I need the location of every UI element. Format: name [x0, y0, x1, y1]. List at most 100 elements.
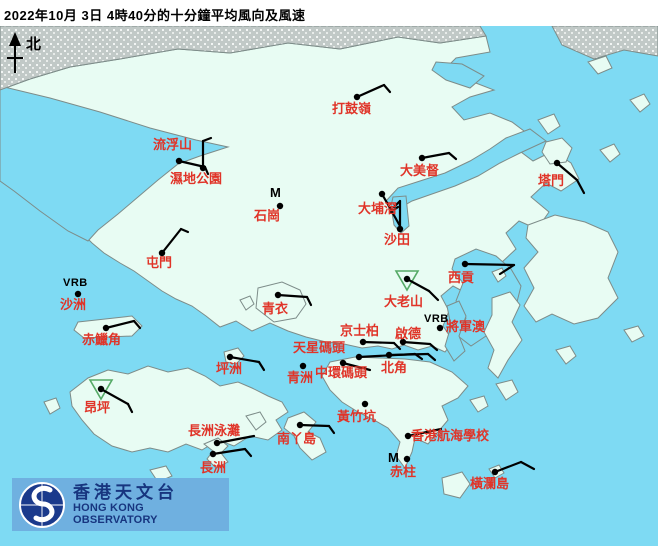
- station-label-hk-sea-school[interactable]: 香港航海學校: [411, 428, 490, 443]
- wind-barb-tuen-mun: [179, 227, 190, 234]
- station-label-cheung-chau-beach[interactable]: 長洲泳灘: [188, 423, 241, 438]
- station-dot-lamma-island: [296, 421, 304, 429]
- station-label-ngong-ping[interactable]: 昂坪: [84, 400, 111, 415]
- urban-shenzhen: [0, 25, 487, 91]
- maintenance-marker-shek-kong: M: [270, 185, 281, 200]
- station-dot-peng-chau: [226, 353, 234, 361]
- station-label-wong-chuk-hang[interactable]: 黃竹坑: [337, 409, 377, 424]
- wind-barb-ta-kwu-ling: [355, 83, 386, 99]
- station-label-central-pier[interactable]: 中環碼頭: [315, 365, 368, 380]
- north-label: 北: [26, 36, 42, 53]
- wind-barb-ngong-ping: [99, 387, 130, 406]
- wind-barb-peng-chau: [257, 360, 266, 372]
- land-hong-kong-island: [321, 356, 469, 469]
- wind-barb-tai-mei-tuk: [447, 151, 458, 161]
- wind-barb-tap-mun: [575, 178, 586, 195]
- station-label-north-point[interactable]: 北角: [381, 360, 408, 375]
- station-dot-tuen-mun: [158, 249, 166, 257]
- station-label-sha-chau[interactable]: 沙洲: [60, 297, 87, 312]
- station-label-tap-mun[interactable]: 塔門: [538, 173, 565, 188]
- station-dot-waglan-island: [491, 468, 499, 476]
- land-clear-water-bay: [483, 291, 523, 379]
- station-dot-tap-mun: [553, 159, 561, 167]
- wind-barb-peng-chau: [228, 355, 261, 364]
- station-label-tuen-mun[interactable]: 屯門: [146, 255, 173, 270]
- station-label-lamma-island[interactable]: 南丫島: [277, 431, 317, 446]
- station-label-peng-chau[interactable]: 坪洲: [216, 361, 243, 376]
- wind-barb-waglan-island: [519, 460, 536, 471]
- station-label-shek-kong[interactable]: 石崗: [254, 208, 281, 223]
- wind-barb-central-pier: [341, 361, 372, 372]
- wind-barb-cheung-chau: [211, 447, 247, 456]
- station-dot-stanley: [403, 455, 411, 463]
- wind-barb-hk-sea-school: [406, 427, 443, 438]
- hko-logo-text: 香港天文台 HONG KONG OBSERVATORY: [73, 483, 229, 526]
- station-label-sha-tin[interactable]: 沙田: [384, 232, 411, 247]
- station-label-tai-po-kau[interactable]: 大埔滘: [358, 201, 398, 216]
- station-dot-ngong-ping: [97, 385, 105, 393]
- wind-barb-north-point: [387, 352, 430, 357]
- summit-triangle-tates-cairn: [394, 270, 420, 292]
- wind-barb-ta-kwu-ling: [382, 83, 392, 94]
- wind-barb-sai-kung: [498, 263, 516, 276]
- water-starling-inlet: [431, 61, 485, 89]
- wind-barb-tai-po-kau: [380, 192, 402, 228]
- station-dot-sha-tin: [396, 225, 404, 233]
- station-dot-sai-kung: [461, 260, 469, 268]
- wind-barb-tates-cairn: [405, 277, 431, 293]
- hko-logo-chinese: 香港天文台: [73, 483, 178, 502]
- station-dot-star-ferry-pier: [355, 353, 363, 361]
- station-dot-ta-kwu-ling: [353, 93, 361, 101]
- station-label-chek-lap-kok[interactable]: 赤鱲角: [82, 332, 122, 347]
- land-lantau-island: [69, 365, 289, 453]
- wind-barb-tuen-mun: [160, 227, 183, 255]
- wind-barb-lamma-island: [327, 424, 336, 435]
- wind-barb-tates-cairn: [427, 289, 440, 302]
- wind-barb-cheung-chau-beach: [215, 434, 256, 445]
- station-label-cheung-chau[interactable]: 長洲: [200, 460, 227, 475]
- station-dot-green-island: [299, 362, 307, 370]
- station-label-kai-tak[interactable]: 啟德: [395, 326, 422, 341]
- water-tolo-harbour: [385, 128, 547, 210]
- station-dot-lau-fau-shan: [175, 157, 183, 165]
- north-arrow-icon: [7, 32, 23, 73]
- station-label-tsing-yi[interactable]: 青衣: [262, 301, 289, 316]
- station-dot-tai-po-kau: [378, 190, 386, 198]
- land-sai-kung-east: [523, 214, 619, 325]
- wind-barb-tap-mun: [555, 161, 579, 182]
- station-dot-north-point: [385, 351, 393, 359]
- station-label-lau-fau-shan[interactable]: 流浮山: [153, 137, 193, 152]
- station-label-ta-kwu-ling[interactable]: 打鼓嶺: [332, 101, 372, 116]
- wind-barb-tai-po-kau: [389, 205, 400, 214]
- wind-barb-chek-lap-kok: [132, 319, 142, 330]
- station-dot-kings-park: [359, 338, 367, 346]
- station-label-tseung-kwan-o[interactable]: 將軍澳: [446, 319, 486, 334]
- station-dot-hk-sea-school: [404, 432, 412, 440]
- station-label-tates-cairn[interactable]: 大老山: [384, 294, 424, 309]
- wind-barb-tsing-yi: [305, 295, 313, 307]
- hko-logo-english: HONG KONG OBSERVATORY: [73, 502, 158, 526]
- land-small-islands: [43, 55, 651, 499]
- station-label-green-island[interactable]: 青洲: [287, 370, 314, 385]
- station-dot-kai-tak: [399, 338, 407, 346]
- variable-wind-marker-tseung-kwan-o: VRB: [424, 313, 449, 325]
- wind-barb-cheung-chau: [243, 447, 253, 458]
- station-label-waglan-island[interactable]: 橫瀾島: [470, 476, 510, 491]
- wind-barb-wetland-park: [201, 136, 213, 143]
- station-label-tai-mei-tuk[interactable]: 大美督: [400, 163, 440, 178]
- water-deep-bay: [0, 85, 230, 242]
- urban-yantian: [551, 25, 658, 60]
- station-label-sai-kung[interactable]: 西貢: [448, 270, 475, 285]
- map-title: 2022年10月 3日 4時40分的十分鐘平均風向及風速: [4, 8, 306, 23]
- summit-triangle-ngong-ping: [88, 379, 114, 401]
- station-label-kings-park[interactable]: 京士柏: [340, 323, 380, 338]
- wind-barb-lamma-island: [298, 423, 331, 428]
- station-label-wetland-park[interactable]: 濕地公園: [170, 171, 223, 186]
- station-label-stanley[interactable]: 赤柱: [390, 464, 417, 479]
- station-dot-shek-kong: [276, 202, 284, 210]
- title-strip: [0, 0, 658, 26]
- station-dot-chek-lap-kok: [102, 324, 110, 332]
- station-label-star-ferry-pier[interactable]: 天星碼頭: [293, 340, 346, 355]
